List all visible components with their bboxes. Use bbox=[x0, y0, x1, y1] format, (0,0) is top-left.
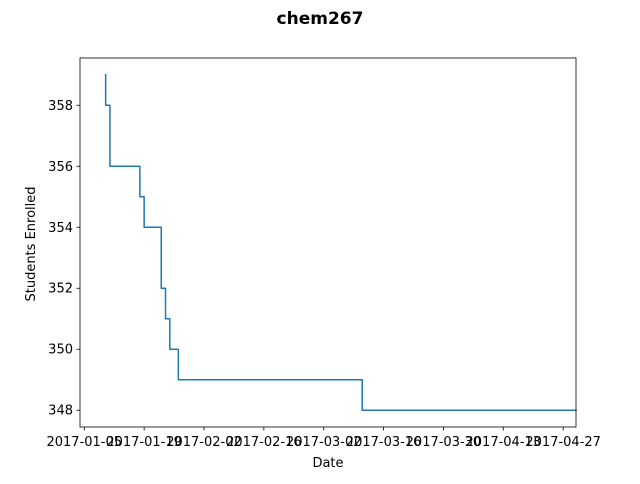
series-line-0 bbox=[104, 74, 577, 411]
x-tick-label: 2017-03-02 bbox=[286, 435, 362, 450]
y-axis-label: Students Enrolled bbox=[24, 186, 39, 301]
plot-area: 3483503523543563582017-01-052017-01-1920… bbox=[46, 57, 601, 450]
x-tick-label: 2017-03-30 bbox=[406, 435, 482, 450]
x-axis-label: Date bbox=[312, 456, 343, 471]
x-tick-label: 2017-02-16 bbox=[226, 435, 302, 450]
x-tick-label: 2017-02-02 bbox=[166, 435, 242, 450]
chart-title: chem267 bbox=[277, 9, 364, 29]
x-tick-label: 2017-01-19 bbox=[106, 435, 182, 450]
x-tick-label: 2017-04-27 bbox=[525, 435, 601, 450]
y-tick-label: 352 bbox=[48, 282, 73, 297]
x-tick-label: 2017-04-13 bbox=[466, 435, 542, 450]
y-tick-label: 354 bbox=[48, 221, 73, 236]
y-tick-label: 358 bbox=[48, 99, 73, 114]
y-tick-label: 350 bbox=[48, 343, 73, 358]
axes-frame bbox=[79, 57, 577, 428]
x-tick-label: 2017-03-16 bbox=[346, 435, 422, 450]
y-tick-label: 348 bbox=[48, 404, 73, 419]
y-tick-label: 356 bbox=[48, 160, 73, 175]
x-tick-label: 2017-01-05 bbox=[46, 435, 122, 450]
